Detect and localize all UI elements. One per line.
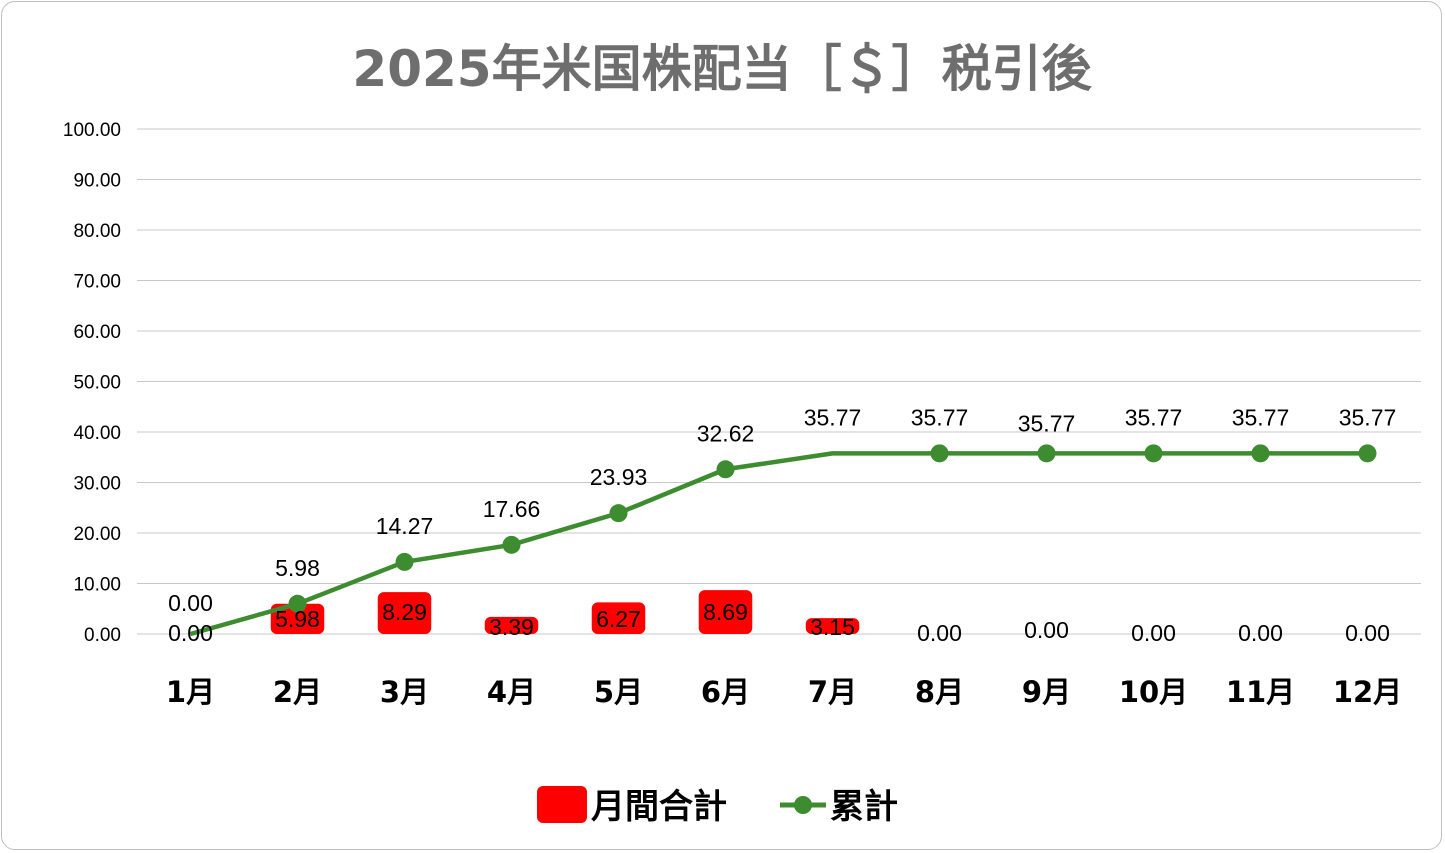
y-tick-label: 10.00 bbox=[73, 575, 121, 596]
bar-data-label: 0.00 bbox=[1024, 617, 1069, 643]
chart-title: 2025年米国株配当［＄］税引後 bbox=[352, 40, 1092, 98]
x-tick-label: 9月 bbox=[1022, 675, 1071, 709]
x-tick-label: 4月 bbox=[487, 675, 536, 709]
cumulative-line bbox=[189, 451, 1368, 637]
line-point bbox=[609, 504, 628, 523]
bar-series bbox=[270, 590, 860, 634]
bar bbox=[484, 616, 539, 634]
legend: 月間合計 累計 bbox=[537, 786, 898, 827]
bar-data-label: 5.98 bbox=[275, 606, 320, 632]
line-data-label: 35.77 bbox=[1339, 404, 1397, 430]
y-tick-label: 70.00 bbox=[73, 272, 121, 293]
y-tick-label: 100.00 bbox=[63, 120, 121, 141]
bar bbox=[591, 602, 646, 634]
y-axis: 0.00 10.00 20.00 30.00 40.00 50.00 60.00 70.00 8… bbox=[63, 120, 121, 646]
x-tick-label: 7月 bbox=[808, 675, 857, 709]
line-data-label: 23.93 bbox=[590, 464, 648, 490]
line-point bbox=[288, 594, 307, 613]
x-axis: 1月 2月 3月 4月 5月 6月 7月 8月 9月 10月 11月 12月 bbox=[166, 675, 1402, 709]
line-point bbox=[1251, 444, 1270, 463]
line-data-label: 35.77 bbox=[911, 404, 969, 430]
gridlines bbox=[137, 128, 1421, 635]
line-series bbox=[189, 444, 1377, 637]
line-data-label: 5.98 bbox=[275, 555, 320, 581]
line-point bbox=[395, 552, 414, 571]
line-data-label: 14.27 bbox=[376, 513, 434, 539]
y-tick-label: 30.00 bbox=[73, 474, 121, 495]
x-tick-label: 12月 bbox=[1333, 675, 1402, 709]
x-tick-label: 3月 bbox=[380, 675, 429, 709]
legend-line-label: 累計 bbox=[830, 787, 898, 827]
legend-bar-swatch bbox=[537, 786, 587, 823]
line-data-label: 35.77 bbox=[1018, 410, 1076, 436]
line-data-label: 32.62 bbox=[697, 420, 755, 446]
y-tick-label: 40.00 bbox=[73, 423, 121, 444]
x-tick-label: 6月 bbox=[701, 675, 750, 709]
line-point bbox=[1144, 444, 1163, 463]
bar bbox=[805, 618, 860, 634]
bar-data-label: 0.00 bbox=[917, 620, 962, 646]
line-data-label: 17.66 bbox=[483, 496, 541, 522]
y-tick-label: 20.00 bbox=[73, 524, 121, 545]
x-tick-label: 8月 bbox=[915, 675, 964, 709]
x-tick-label: 5月 bbox=[594, 675, 643, 709]
y-tick-label: 0.00 bbox=[84, 625, 121, 646]
bar-data-label: 8.29 bbox=[382, 599, 427, 625]
line-point bbox=[930, 444, 949, 463]
bar-data-label: 8.69 bbox=[703, 599, 748, 625]
x-tick-label: 1月 bbox=[166, 675, 215, 709]
line-data-label: 35.77 bbox=[1125, 404, 1183, 430]
bar-data-label: 3.39 bbox=[489, 614, 534, 640]
data-labels: 0.00 5.98 8.29 3.39 6.27 8.69 3.15 0.00 0.00 0.00… bbox=[168, 404, 1396, 646]
line-point bbox=[1358, 444, 1377, 463]
y-tick-label: 50.00 bbox=[73, 373, 121, 394]
y-tick-label: 80.00 bbox=[73, 221, 121, 242]
bar bbox=[698, 590, 753, 634]
bar-data-label: 6.27 bbox=[596, 606, 641, 632]
bar-data-label: 0.00 bbox=[1345, 620, 1390, 646]
line-point bbox=[1037, 444, 1056, 463]
y-tick-label: 90.00 bbox=[73, 171, 121, 192]
x-tick-label: 11月 bbox=[1226, 675, 1295, 709]
bar-data-label: 0.00 bbox=[168, 620, 213, 646]
legend-line-marker bbox=[794, 796, 812, 814]
bar-data-label: 0.00 bbox=[1131, 620, 1176, 646]
line-data-label: 35.77 bbox=[1232, 404, 1290, 430]
bar bbox=[270, 603, 325, 634]
y-tick-label: 60.00 bbox=[73, 322, 121, 343]
x-tick-label: 2月 bbox=[273, 675, 322, 709]
line-data-label: 0.00 bbox=[168, 590, 213, 616]
x-tick-label: 10月 bbox=[1119, 675, 1188, 709]
line-data-label: 35.77 bbox=[804, 404, 862, 430]
bar bbox=[377, 592, 432, 634]
bar-data-label: 3.15 bbox=[810, 614, 855, 640]
legend-bar-label: 月間合計 bbox=[591, 787, 727, 827]
line-point bbox=[502, 535, 521, 554]
line-point bbox=[716, 460, 735, 479]
bar-data-label: 0.00 bbox=[1238, 620, 1283, 646]
